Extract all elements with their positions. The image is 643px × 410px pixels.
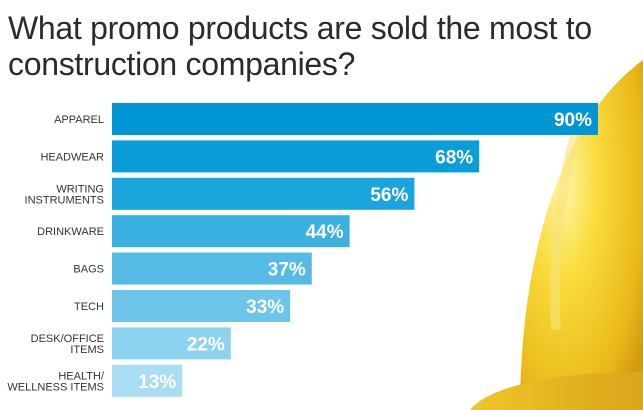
value-label-4: 37% <box>268 260 306 281</box>
category-label-6: DESK/OFFICE ITEMS <box>31 333 104 356</box>
bar-6 <box>112 327 231 360</box>
category-label-5: TECH <box>74 301 104 313</box>
category-label-0: APPAREL <box>54 114 104 126</box>
bar-1 <box>112 140 480 173</box>
value-label-7: 13% <box>138 372 176 393</box>
value-label-5: 33% <box>246 297 284 318</box>
bar-5 <box>112 290 291 322</box>
bar-2 <box>112 177 415 210</box>
category-label-1: HEADWEAR <box>40 151 104 163</box>
category-label-7: HEALTH/WELLNESS ITEMS <box>7 370 105 393</box>
bar-0 <box>112 103 598 135</box>
value-label-3: 44% <box>306 222 344 243</box>
chart-title: What promo products are sold the most to… <box>8 10 592 82</box>
value-label-0: 90% <box>554 110 592 131</box>
category-label-4: BAGS <box>73 264 104 276</box>
bar-3 <box>112 215 350 248</box>
category-label-2: WRITING INSTRUMENTS <box>25 183 104 206</box>
bar-4 <box>112 252 312 285</box>
bar-7 <box>112 364 183 397</box>
value-label-6: 22% <box>187 334 225 355</box>
category-label-3: DRINKWARE <box>37 226 104 238</box>
value-label-2: 56% <box>370 185 408 206</box>
value-label-1: 68% <box>435 147 473 168</box>
